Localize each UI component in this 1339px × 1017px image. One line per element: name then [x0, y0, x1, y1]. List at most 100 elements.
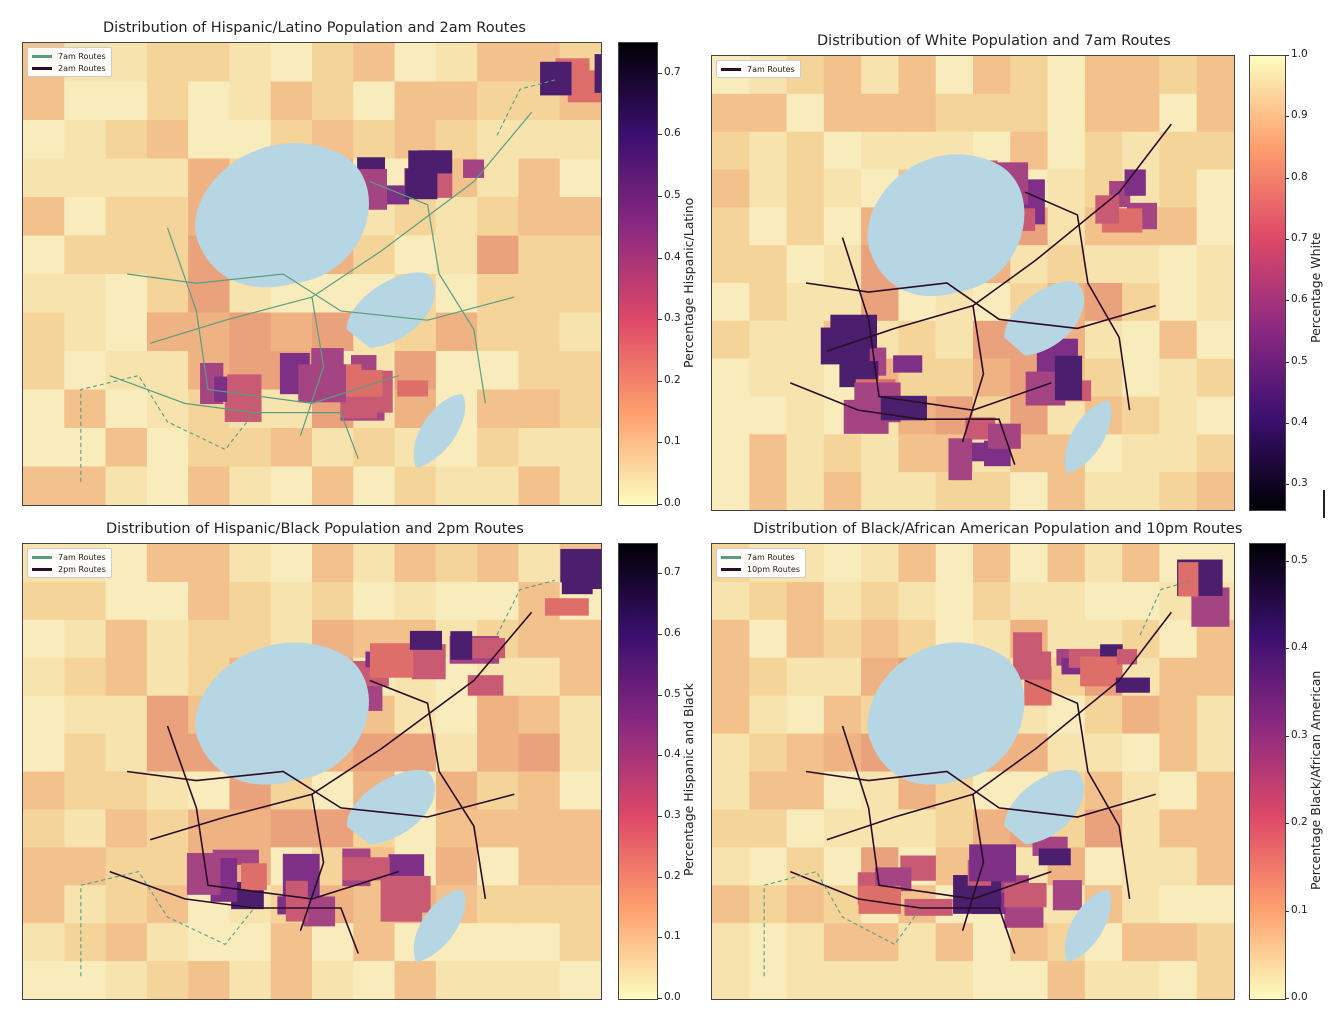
map-legend: 7am Routes 2am Routes: [27, 47, 112, 77]
census-tract: [749, 657, 788, 697]
census-tract: [105, 389, 148, 429]
census-tract: [749, 93, 788, 133]
census-tract: [861, 923, 900, 963]
census-tract: [188, 581, 231, 621]
census-tract: [435, 581, 479, 621]
census-tract: [712, 396, 751, 436]
census-tract: [312, 923, 355, 963]
census-tract: [973, 93, 1012, 133]
census-tract: [559, 235, 601, 275]
census-tract: [477, 197, 520, 237]
census-tract: [1159, 320, 1198, 360]
census-tract: [898, 923, 937, 963]
colorbar-tick: 1.0: [1285, 48, 1308, 60]
route-line: [496, 79, 555, 136]
census-tract: [749, 923, 788, 963]
census-tract: [23, 809, 66, 849]
census-tract: [270, 961, 313, 999]
census-tract: [935, 961, 974, 999]
census-tract: [477, 274, 520, 314]
census-tract: [23, 847, 66, 887]
census-tract: [712, 657, 751, 697]
census-tract: [146, 847, 190, 887]
census-tract: [861, 93, 900, 133]
census-tract: [146, 235, 190, 275]
census-tract: [105, 235, 148, 275]
census-tract: [973, 581, 1012, 621]
census-tract: [518, 885, 561, 925]
census-tract: [786, 131, 825, 171]
census-tract: [477, 389, 520, 429]
census-tract: [188, 923, 231, 963]
census-tract: [64, 120, 107, 160]
census-tract: [935, 320, 974, 360]
census-tract: [1122, 809, 1161, 849]
census-tract: [1159, 283, 1198, 322]
census-tract: [749, 809, 788, 849]
census-tract: [1196, 283, 1234, 322]
census-tract: [1084, 847, 1124, 887]
census-tract: [823, 131, 863, 171]
census-tract: [1122, 358, 1161, 398]
census-tract: [1047, 581, 1086, 621]
census-tract: [861, 434, 900, 474]
census-tract: [23, 158, 66, 198]
census-tract: [105, 544, 148, 583]
census-tract: [973, 961, 1012, 999]
census-tract: [1122, 544, 1161, 583]
route-line: [299, 297, 325, 436]
census-tract: [342, 857, 390, 881]
census-tract: [1084, 733, 1124, 773]
census-tract: [898, 472, 937, 510]
census-tract: [712, 581, 751, 621]
census-tract: [861, 131, 900, 171]
census-tract: [786, 657, 825, 697]
census-tract: [559, 466, 601, 505]
census-tract: [786, 245, 825, 284]
census-tract: [105, 120, 148, 160]
census-tract: [1095, 195, 1120, 224]
census-tract: [64, 771, 107, 811]
census-tract: [1159, 207, 1198, 247]
census-tract: [394, 733, 437, 773]
census-tract: [105, 81, 148, 121]
census-tract: [823, 923, 863, 963]
census-tract: [146, 809, 190, 849]
census-tract: [1159, 396, 1198, 436]
census-tract: [64, 389, 107, 429]
census-tract: [973, 923, 1012, 963]
census-tract: [64, 312, 107, 352]
census-tract: [477, 695, 520, 735]
colorbar-tick: 0.7: [658, 566, 681, 579]
census-tract: [786, 771, 825, 811]
census-tract: [712, 771, 751, 811]
route-line: [961, 794, 985, 931]
census-tract: [64, 961, 107, 999]
census-tract: [23, 81, 66, 121]
census-tract: [823, 961, 863, 999]
colorbar-label: Percentage Hispanic/Latino: [681, 197, 696, 368]
census-tract: [749, 320, 788, 360]
census-tract: [898, 93, 937, 133]
census-tract: [1196, 657, 1234, 697]
route-line: [166, 725, 399, 900]
census-tract: [23, 619, 66, 659]
census-tract: [227, 374, 262, 407]
census-tract: [823, 56, 863, 95]
census-tract: [1159, 358, 1198, 398]
census-tract: [435, 235, 479, 275]
census-tract: [1122, 771, 1161, 811]
census-tract: [1159, 434, 1198, 474]
colorbar-tick: 0.0: [658, 497, 681, 509]
census-tract: [23, 733, 66, 773]
census-tract: [312, 581, 355, 621]
census-tract: [749, 207, 788, 247]
route-line: [790, 382, 1016, 465]
census-tract: [435, 695, 479, 735]
census-tract: [1159, 56, 1198, 95]
census-tract: [1159, 771, 1198, 811]
census-tract: [270, 809, 313, 849]
map-legend: 7am Routes: [716, 60, 801, 78]
census-tract: [1159, 657, 1198, 697]
census-tract: [394, 544, 437, 583]
